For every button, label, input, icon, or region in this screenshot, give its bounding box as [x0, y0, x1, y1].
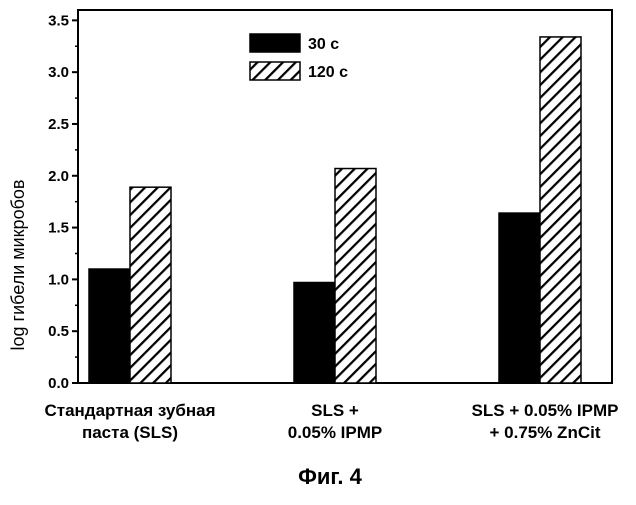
y-tick-label: 2.5 — [48, 116, 69, 133]
category-label-line: + 0.75% ZnCit — [489, 423, 600, 442]
legend-label-30s: 30 с — [308, 36, 339, 53]
y-tick-label: 1.5 — [48, 220, 69, 237]
figure-caption: Фиг. 4 — [298, 464, 362, 489]
chart: 0.0 0.5 1.0 1.5 2.0 2.5 3.0 3.5 Стандартная зубн… — [0, 0, 636, 500]
y-tick-label: 0.5 — [48, 323, 69, 340]
category-label-3: SLS + 0.05% IPMP + 0.75% ZnCit — [472, 401, 619, 442]
legend-swatch-30s — [250, 34, 300, 52]
category-label-line: Стандартная зубная — [44, 401, 215, 420]
category-label-line: SLS + 0.05% IPMP — [472, 401, 619, 420]
bar-120s-2 — [335, 169, 376, 383]
category-label-2: SLS + 0.05% IPMP — [288, 401, 383, 442]
y-tick-label: 3.0 — [48, 64, 69, 81]
y-tick-label: 2.0 — [48, 168, 69, 185]
category-label-line: SLS + — [311, 401, 359, 420]
category-label-line: 0.05% IPMP — [288, 423, 383, 442]
y-tick-label: 1.0 — [48, 271, 69, 288]
legend-swatch-120s — [250, 62, 300, 80]
bar-chart: 0.0 0.5 1.0 1.5 2.0 2.5 3.0 3.5 Стандартная зубн… — [0, 0, 636, 500]
y-tick-label: 3.5 — [48, 12, 69, 29]
bar-30s-1 — [89, 269, 130, 383]
y-axis-title: log гибели микробов — [8, 180, 28, 351]
bar-120s-1 — [130, 187, 171, 383]
category-label-line: паста (SLS) — [82, 423, 178, 442]
legend-label-120s: 120 с — [308, 64, 348, 81]
bar-30s-3 — [499, 213, 540, 383]
bar-120s-3 — [540, 37, 581, 383]
bar-30s-2 — [294, 282, 335, 383]
category-label-1: Стандартная зубная паста (SLS) — [44, 401, 215, 442]
y-tick-label: 0.0 — [48, 375, 69, 392]
